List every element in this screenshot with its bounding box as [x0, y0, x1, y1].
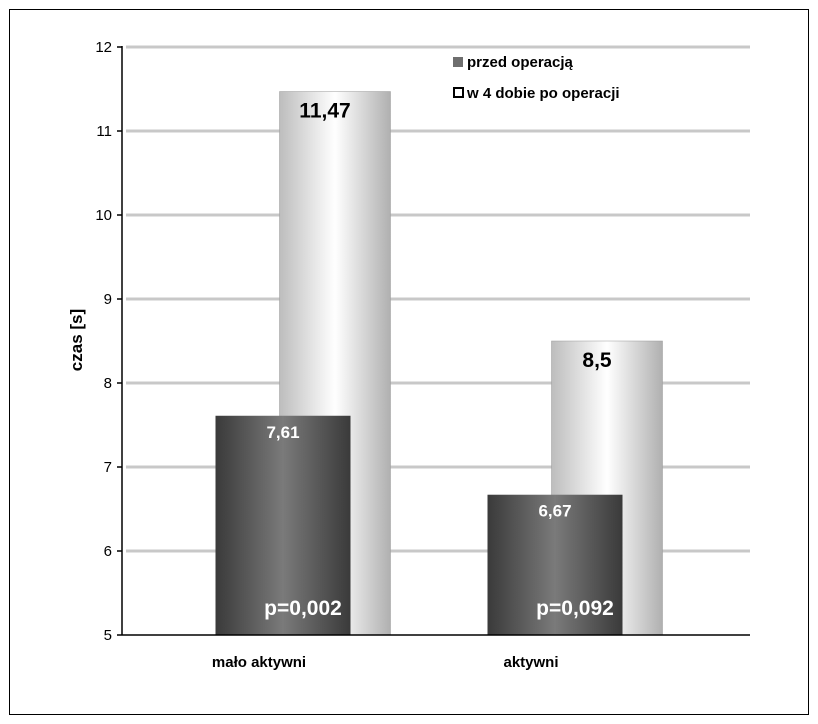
value-label-after: 11,47 — [299, 100, 350, 123]
category-label: mało aktywni — [212, 654, 306, 671]
y-tick-label: 7 — [104, 459, 112, 476]
legend-swatch-after — [453, 87, 464, 98]
bars — [215, 91, 663, 636]
value-label-before: 7,61 — [266, 423, 299, 442]
bar-before-1 — [487, 494, 623, 635]
y-tick-label: 6 — [104, 543, 112, 560]
p-value-label: p=0,002 — [264, 597, 342, 620]
chart-frame — [9, 9, 809, 715]
y-axis-label: czas [s] — [67, 309, 86, 371]
legend-label-after: w 4 dobie po operacji — [466, 85, 620, 102]
y-tick-label: 12 — [95, 39, 112, 56]
legend-swatch-before — [453, 57, 463, 67]
axes — [117, 46, 750, 636]
y-tick-label: 10 — [95, 207, 112, 224]
y-tick-label: 9 — [104, 291, 112, 308]
bar-before-0 — [215, 415, 351, 635]
y-tick-label: 5 — [104, 627, 112, 644]
y-tick-label: 8 — [104, 375, 112, 392]
y-tick-label: 11 — [96, 123, 112, 140]
labels: 5 6 7 8 9 10 11 12 7,61 11,47 p=0,002 mało aktywni 6… — [95, 39, 614, 671]
category-label: aktywni — [503, 654, 558, 671]
legend-label-before: przed operacją — [467, 54, 574, 71]
value-label-after: 8,5 — [582, 349, 612, 372]
value-label-before: 6,67 — [538, 502, 571, 521]
p-value-label: p=0,092 — [536, 597, 614, 620]
legend: przed operacją w 4 dobie po operacji — [453, 54, 620, 102]
